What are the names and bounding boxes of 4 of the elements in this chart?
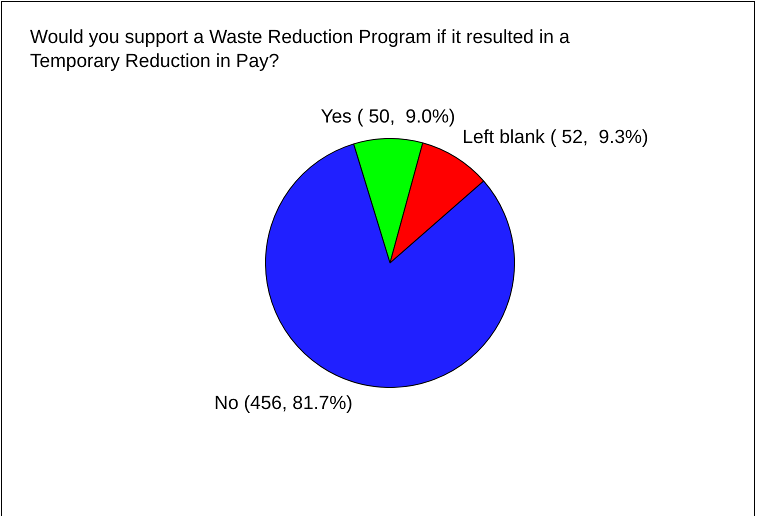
- slice-label: Left blank ( 52, 9.3%): [462, 127, 648, 148]
- slice-label: No (456, 81.7%): [214, 393, 353, 414]
- chart-title: Would you support a Waste Reduction Program if it resulted in a Temporary Reduction in Pay?: [30, 26, 571, 74]
- slice-label: Yes ( 50, 9.0%): [320, 106, 456, 128]
